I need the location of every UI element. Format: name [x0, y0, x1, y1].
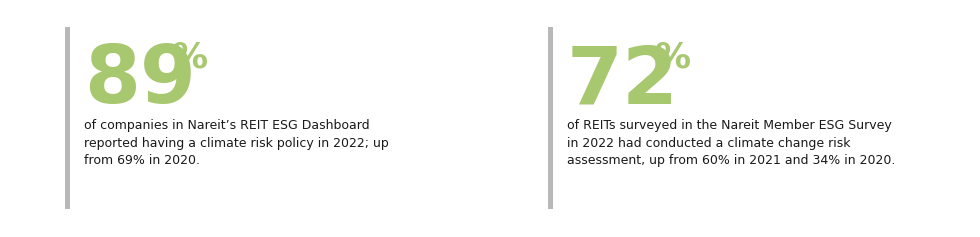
Text: reported having a climate risk policy in 2022; up: reported having a climate risk policy in…: [84, 137, 389, 150]
Text: assessment, up from 60% in 2021 and 34% in 2020.: assessment, up from 60% in 2021 and 34% …: [567, 154, 896, 167]
Text: of companies in Nareit’s REIT ESG Dashboard: of companies in Nareit’s REIT ESG Dashbo…: [84, 119, 369, 132]
Text: of REITs surveyed in the Nareit Member ESG Survey: of REITs surveyed in the Nareit Member E…: [567, 119, 892, 132]
Text: 89: 89: [84, 42, 196, 120]
Bar: [548, 27, 553, 209]
Text: %: %: [172, 40, 208, 74]
Text: in 2022 had conducted a climate change risk: in 2022 had conducted a climate change r…: [567, 137, 851, 150]
Text: %: %: [655, 40, 691, 74]
Bar: [65, 27, 70, 209]
Text: from 69% in 2020.: from 69% in 2020.: [84, 154, 200, 167]
Text: 72: 72: [567, 42, 679, 120]
